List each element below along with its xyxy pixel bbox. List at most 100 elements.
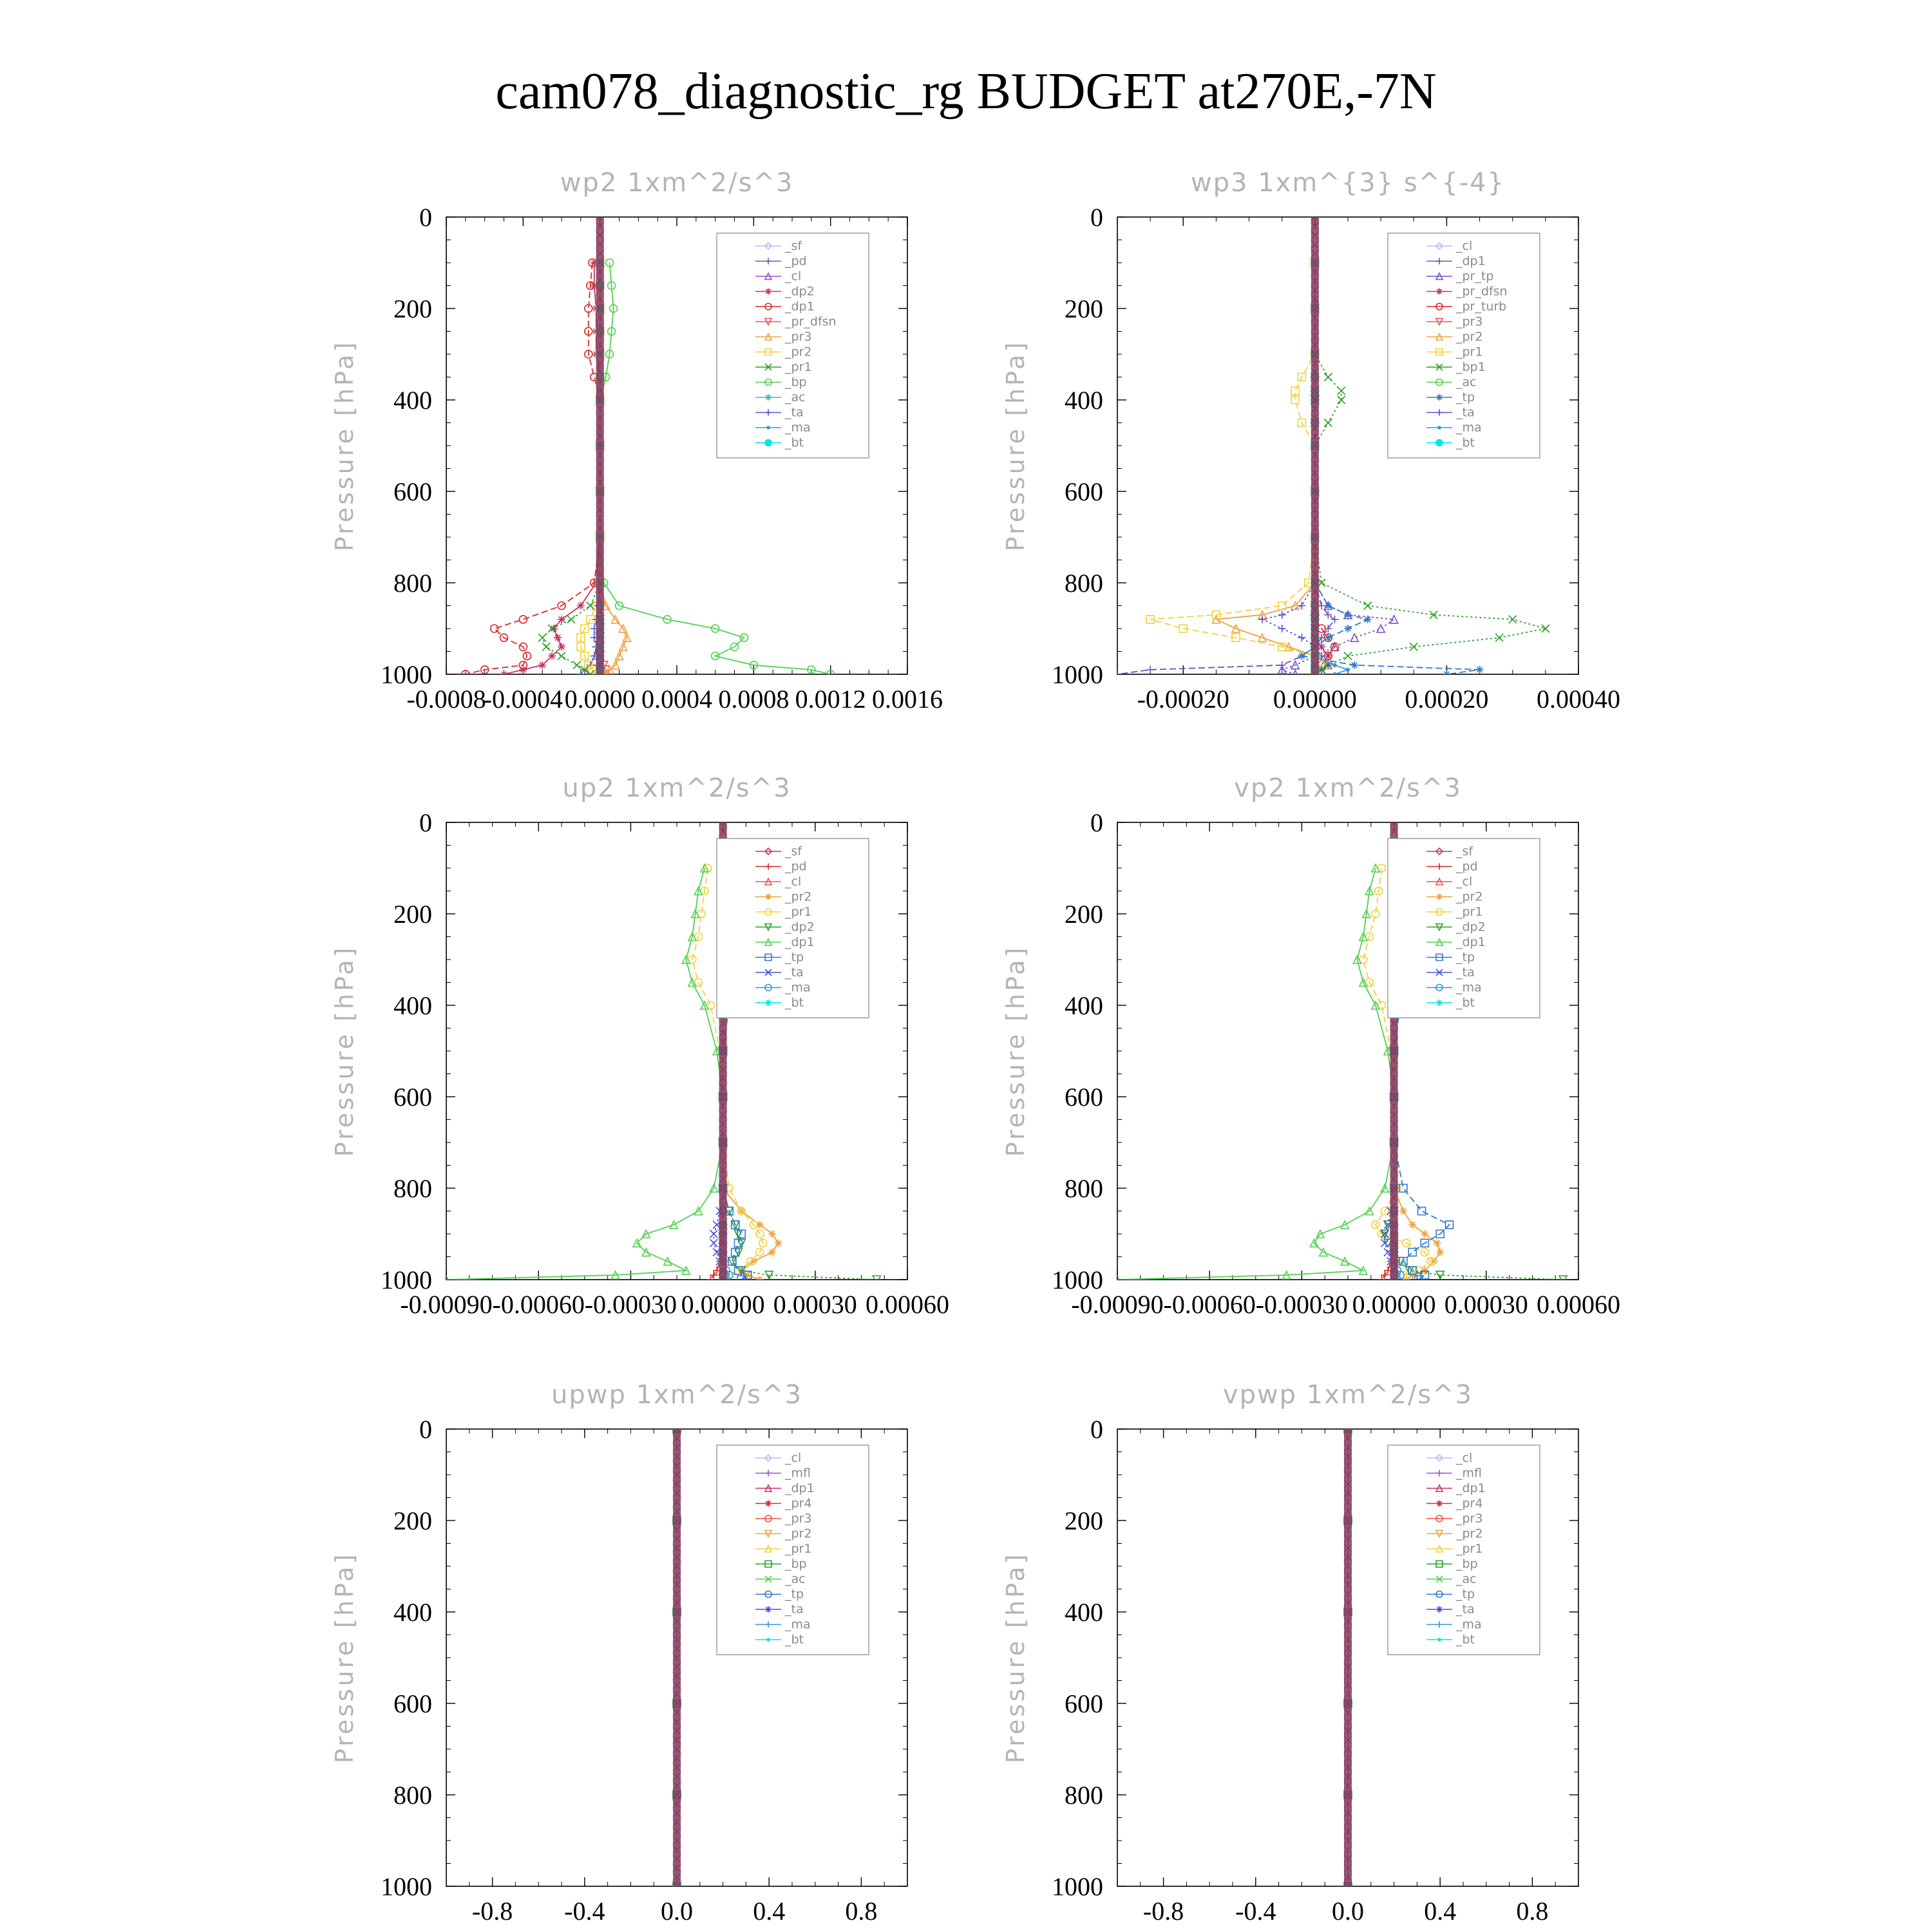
data-point [1337, 386, 1346, 395]
data-point [672, 1470, 681, 1479]
data-point [596, 578, 605, 587]
legend-item: _pr_dfsn [1426, 285, 1508, 299]
data-point [710, 651, 720, 661]
legend-marker [1435, 1454, 1444, 1463]
data-point [596, 587, 605, 596]
data-point [1311, 642, 1320, 651]
y-axis-label: Pressure [hPa] [330, 945, 359, 1157]
y-tick-label: 200 [1065, 900, 1103, 929]
data-point [614, 650, 624, 661]
data-point [1343, 1790, 1352, 1799]
legend-marker [764, 317, 773, 327]
data-point [1297, 372, 1307, 382]
data-point [1343, 1854, 1352, 1863]
data-point [1257, 632, 1267, 642]
data-point [672, 1516, 681, 1525]
data-point [1390, 1110, 1399, 1119]
y-tick-label: 0 [419, 1415, 432, 1444]
legend-label: _ta [1455, 406, 1475, 420]
legend-marker [764, 1515, 772, 1522]
data-point [596, 569, 605, 578]
legend-item: _tp [1426, 390, 1475, 404]
data-point [1311, 459, 1320, 468]
legend-marker [1435, 272, 1444, 280]
plot-area [461, 217, 835, 674]
data-point [672, 1836, 681, 1845]
data-point [708, 1183, 719, 1193]
legend-box [716, 1444, 869, 1656]
data-point [768, 1230, 776, 1238]
data-point [1343, 1745, 1352, 1754]
x-tick-label: -0.00030 [1256, 1290, 1348, 1319]
legend-item: _ma [1426, 421, 1482, 435]
series-line [1150, 263, 1323, 674]
data-point [1311, 432, 1320, 441]
data-point [596, 359, 605, 368]
y-tick-label: 1000 [1052, 660, 1103, 689]
data-point [1343, 1525, 1352, 1534]
data-point [596, 533, 605, 542]
legend-label: _dp2 [784, 285, 815, 299]
data-point [672, 1434, 681, 1443]
legend-marker [764, 439, 772, 447]
y-tick-label: 400 [393, 991, 432, 1020]
y-tick-label: 1000 [1052, 1265, 1103, 1294]
legend-marker [764, 378, 772, 386]
data-point [672, 1429, 681, 1434]
legend-label: _tp [784, 1587, 804, 1602]
data-point [1390, 1166, 1399, 1175]
data-point [596, 652, 605, 661]
data-point [749, 1220, 759, 1229]
data-point [730, 1247, 740, 1257]
legend-marker [764, 969, 772, 976]
legend-label: _pd [1455, 860, 1478, 874]
y-tick-label: 400 [1065, 1598, 1103, 1627]
data-point [1311, 386, 1320, 395]
data-point [1390, 1220, 1399, 1229]
data-point [596, 222, 605, 231]
legend-item: _tp [1426, 1587, 1475, 1602]
legend-marker [764, 847, 773, 856]
data-point [672, 1580, 681, 1589]
plot-area [1343, 1429, 1353, 1886]
data-point [672, 1681, 681, 1690]
data-point [719, 1220, 728, 1229]
legend-label: _bp [1455, 1557, 1478, 1571]
data-point [596, 560, 605, 569]
data-point [1311, 217, 1320, 222]
data-point [1277, 601, 1287, 611]
data-point [1343, 1598, 1352, 1607]
legend-item: _bt [755, 1633, 804, 1647]
legend-label: _tp [1455, 1587, 1475, 1602]
data-point [672, 1488, 681, 1497]
data-point [1370, 1000, 1381, 1010]
data-point [871, 1275, 882, 1280]
y-axis-label: Pressure [hPa] [330, 1552, 359, 1764]
legend-item: _dp1 [755, 935, 815, 949]
legend-item: _bt [755, 436, 804, 450]
data-point [1421, 1230, 1429, 1238]
legend-marker [765, 1470, 772, 1477]
data-point [719, 1193, 728, 1202]
data-point [1311, 395, 1320, 404]
data-point [1345, 667, 1350, 672]
data-point [1343, 1616, 1352, 1625]
y-tick-label: 1000 [381, 660, 432, 689]
data-point [1311, 413, 1320, 422]
data-point [672, 1443, 681, 1452]
data-point [1311, 450, 1320, 459]
x-tick-label: 0.0 [661, 1897, 693, 1926]
data-point [1435, 1271, 1445, 1280]
legend-marker [1435, 242, 1444, 251]
data-point [719, 1101, 728, 1110]
data-point [1311, 624, 1320, 633]
data-point [1365, 1206, 1374, 1216]
chart-panel-6: vpwp 1xm^2/s^3 Pressure [hPa] 0 200 400 600 80… [1001, 1380, 1579, 1926]
data-point [1399, 1271, 1408, 1280]
data-point [719, 1147, 728, 1156]
data-point [1370, 863, 1381, 873]
data-point [1324, 601, 1332, 610]
data-point [719, 827, 728, 836]
data-point [576, 642, 585, 652]
